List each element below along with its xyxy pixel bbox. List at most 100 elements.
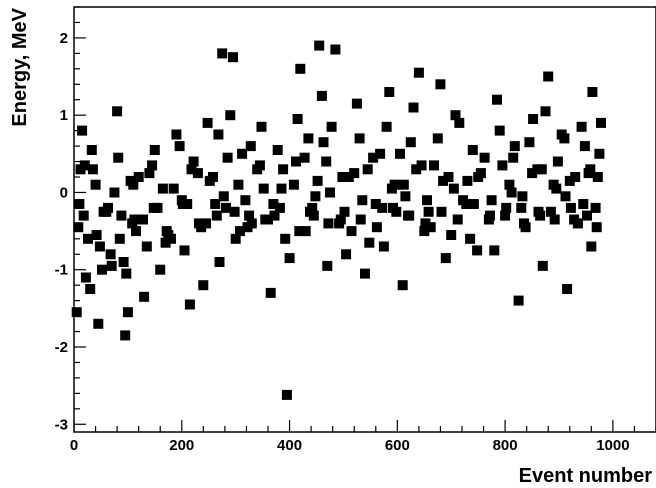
data-point	[330, 44, 341, 55]
data-point	[112, 106, 123, 117]
data-point	[299, 152, 310, 163]
data-point	[256, 121, 267, 132]
data-point	[295, 63, 306, 74]
y-tick-label: -2	[55, 339, 68, 356]
y-tick-label: -3	[55, 416, 68, 433]
data-point	[157, 183, 168, 194]
data-point	[122, 307, 133, 318]
data-point	[325, 187, 335, 198]
data-point	[133, 172, 144, 182]
data-point	[351, 98, 362, 109]
data-points	[71, 40, 606, 400]
data-point	[194, 218, 204, 229]
data-point	[258, 183, 269, 194]
data-point	[278, 164, 289, 175]
data-point	[314, 40, 325, 51]
data-point	[213, 129, 224, 140]
data-point	[408, 102, 419, 113]
data-point	[564, 175, 575, 186]
data-point	[116, 210, 127, 221]
data-point	[269, 210, 280, 221]
data-point	[500, 210, 511, 221]
data-point	[254, 160, 265, 171]
data-point	[335, 214, 346, 225]
data-point	[416, 160, 427, 171]
data-point	[174, 141, 185, 152]
data-point	[565, 202, 576, 213]
data-point	[138, 214, 148, 225]
data-point	[284, 253, 295, 264]
data-point	[590, 202, 601, 213]
data-point	[413, 67, 424, 78]
data-point	[579, 141, 590, 152]
data-point	[79, 160, 90, 171]
data-point	[378, 241, 389, 252]
data-point	[585, 164, 596, 175]
data-point	[198, 280, 209, 291]
data-point	[245, 141, 256, 152]
data-point	[125, 175, 136, 186]
data-point	[462, 175, 473, 186]
data-point	[543, 71, 554, 82]
data-point	[381, 121, 392, 132]
data-point	[218, 191, 229, 202]
data-point	[429, 160, 439, 171]
data-point	[549, 214, 560, 225]
data-point	[570, 172, 581, 182]
y-tick-label: -1	[55, 262, 68, 279]
data-point	[321, 156, 332, 167]
data-point	[208, 172, 218, 182]
data-point	[501, 202, 512, 213]
data-point	[120, 330, 131, 341]
data-point	[73, 222, 84, 233]
data-point	[389, 179, 400, 190]
data-point	[397, 280, 408, 291]
data-point	[497, 160, 508, 171]
data-point	[131, 226, 141, 237]
data-point	[527, 168, 538, 179]
data-point	[161, 226, 172, 237]
data-point	[141, 241, 152, 252]
data-point	[533, 206, 544, 217]
data-point	[160, 237, 171, 248]
x-tick-label: 600	[385, 437, 410, 454]
data-point	[229, 206, 240, 217]
data-point	[435, 79, 446, 90]
data-point	[377, 202, 388, 213]
data-point	[91, 230, 102, 240]
data-point	[509, 141, 520, 152]
data-point	[519, 218, 529, 229]
data-point	[591, 222, 602, 233]
data-point	[235, 226, 245, 237]
data-point	[343, 172, 354, 182]
data-point	[177, 199, 188, 209]
data-point	[221, 202, 231, 213]
data-point	[217, 48, 228, 59]
data-point	[83, 233, 93, 244]
y-tick-label: 0	[60, 184, 68, 201]
data-point	[280, 233, 291, 244]
data-point	[419, 226, 430, 237]
data-point	[97, 264, 107, 275]
data-point	[318, 137, 329, 148]
data-point	[188, 156, 199, 167]
data-point	[244, 210, 255, 221]
data-point	[454, 117, 465, 128]
data-point	[552, 156, 563, 167]
data-point	[316, 90, 327, 101]
data-point	[114, 233, 125, 244]
data-point	[468, 199, 479, 209]
data-point	[281, 389, 292, 400]
data-point	[420, 218, 431, 229]
data-point	[448, 183, 459, 194]
axis-tick-labels: 0 200 400 600 800 1000 -3 -2 -1 0 1 2	[55, 30, 630, 454]
data-point	[545, 206, 556, 217]
x-tick-label: 400	[277, 437, 302, 454]
data-point	[473, 172, 484, 182]
data-point	[148, 202, 159, 213]
y-tick-label: 1	[60, 107, 68, 124]
data-point	[78, 210, 89, 221]
x-tick-label: 0	[70, 437, 78, 454]
data-point	[400, 191, 411, 202]
